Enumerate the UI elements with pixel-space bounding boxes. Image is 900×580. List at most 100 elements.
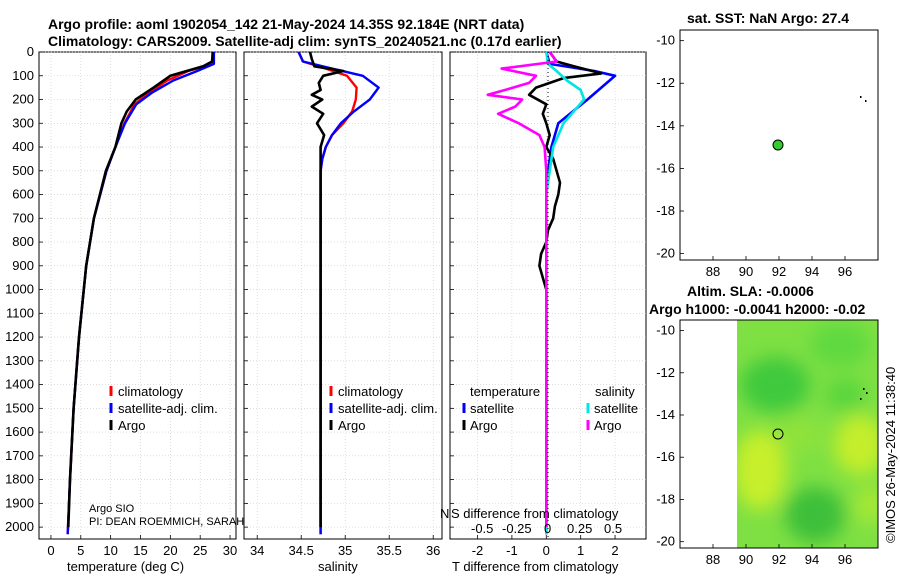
map-x-tick-label: 90	[739, 264, 753, 279]
temperature-xlabel: temperature (deg C)	[67, 559, 184, 574]
x-tick-label: 2	[611, 543, 618, 558]
legend-satellite-adj: satellite-adj. clim.	[338, 401, 438, 416]
map-x-tick-label: 94	[805, 264, 819, 279]
map-x-tick-label: 96	[838, 552, 852, 567]
imos-watermark: ©IMOS 26-May-2024 11:38:40	[883, 367, 898, 543]
map-y-tick-label: -18	[656, 491, 675, 506]
map-y-tick-label: -14	[656, 407, 675, 422]
x-tick-label: 5	[77, 543, 84, 558]
y-tick-label: 1900	[5, 495, 34, 510]
y-tick-label: 1400	[5, 377, 34, 392]
x-tick-label: 35	[338, 543, 352, 558]
land-dot	[860, 398, 862, 400]
salinity-axes	[243, 51, 443, 540]
legend-satellite-adj: satellite-adj. clim.	[118, 401, 218, 416]
legend-temperature-head: temperature	[470, 384, 540, 399]
sla-panel-title-1: Altim. SLA: -0.0006	[687, 283, 814, 299]
sla-float-marker	[772, 428, 784, 440]
x-tick-label: 0	[543, 543, 550, 558]
y-tick-label: 1300	[5, 353, 34, 368]
argo-label: Argo SIO	[89, 503, 135, 515]
s-diff-tick: -0.5	[471, 521, 493, 536]
series-line-argo	[67, 51, 214, 528]
y-tick-label: 800	[12, 234, 34, 249]
map-y-tick-label: -18	[656, 203, 675, 218]
temperature-axes	[38, 51, 237, 540]
sla-blob	[778, 417, 822, 453]
x-tick-label: -2	[472, 543, 484, 558]
y-tick-label: 700	[12, 210, 34, 225]
profile-lines	[66, 51, 617, 535]
diff-title-prefix: N	[440, 506, 449, 521]
sla-blob	[825, 379, 865, 411]
y-tick-label: 200	[12, 92, 34, 107]
tick-labels: 0100200300400500600700800900100011001200…	[5, 44, 619, 558]
map-y-tick-label: -12	[656, 75, 675, 90]
y-tick-label: 400	[12, 139, 34, 154]
sla-heatmap	[737, 320, 878, 548]
map-x-tick-label: 92	[772, 552, 786, 567]
x-tick-label: 30	[223, 543, 237, 558]
legend-sal-argo: Argo	[594, 418, 621, 433]
sla-blob	[740, 357, 810, 413]
sla-blob	[737, 430, 786, 510]
map-y-tick-label: -16	[656, 160, 675, 175]
title-line-1: Argo profile: aoml 1902054_142 21-May-20…	[48, 16, 524, 32]
y-tick-label: 900	[12, 258, 34, 273]
s-diff-tick: 0	[544, 521, 551, 536]
x-tick-label: 1	[577, 543, 584, 558]
y-tick-label: 600	[12, 187, 34, 202]
map-x-tick-label: 90	[739, 552, 753, 567]
x-tick-label: 25	[193, 543, 207, 558]
s-diff-tick: -0.25	[502, 521, 532, 536]
legend-salinity-head: salinity	[595, 384, 635, 399]
y-tick-label: 500	[12, 163, 34, 178]
map-y-tick-label: -14	[656, 118, 675, 133]
x-tick-label: 10	[103, 543, 117, 558]
s-diff-tick: 0.25	[567, 521, 592, 536]
sla-blob	[785, 487, 845, 543]
sst-panel-title: sat. SST: NaN Argo: 27.4	[687, 10, 849, 26]
map-x-tick-label: 88	[706, 552, 720, 567]
pi-label: PI: DEAN ROEMMICH, SARAH	[89, 516, 244, 528]
y-tick-label: 1000	[5, 282, 34, 297]
y-tick-label: 100	[12, 68, 34, 83]
sla-tick-labels: 88 90 92 94 96 -10 -12 -14 -16 -18 -20	[656, 323, 852, 567]
land-dot	[860, 96, 862, 98]
land-dot	[866, 392, 868, 394]
sst-float-marker	[772, 139, 784, 151]
map-y-tick-label: -10	[656, 33, 675, 48]
legend-temp-argo: Argo	[470, 418, 497, 433]
x-tick-label: 36	[426, 543, 440, 558]
y-tick-label: 1700	[5, 448, 34, 463]
x-tick-label: 34	[250, 543, 264, 558]
legend-temp-satellite: satellite	[470, 401, 514, 416]
map-x-tick-label: 92	[772, 264, 786, 279]
y-tick-label: 1100	[6, 305, 34, 320]
x-tick-label: 34.5	[289, 543, 314, 558]
difference-xlabel: T difference from climatology	[452, 559, 619, 574]
s-diff-tick: 0.5	[604, 521, 622, 536]
difference-legend: temperature satellite Argo salinity sate…	[462, 384, 638, 433]
sla-blob	[834, 415, 878, 475]
title-line-2: Climatology: CARS2009. Satellite-adj cli…	[48, 33, 562, 49]
legend-argo: Argo	[118, 418, 145, 433]
y-tick-label: 2000	[5, 519, 34, 534]
y-tick-label: 1600	[5, 424, 34, 439]
series-line-temperature-argo	[527, 51, 603, 528]
x-tick-label: -1	[506, 543, 518, 558]
legend-argo: Argo	[338, 418, 365, 433]
land-dot	[863, 388, 865, 390]
y-tick-label: 300	[12, 115, 34, 130]
series-line-salinity-argo	[486, 51, 558, 528]
map-x-tick-label: 96	[838, 264, 852, 279]
sla-blob	[855, 485, 878, 525]
map-x-tick-label: 94	[805, 552, 819, 567]
map-x-tick-label: 88	[706, 264, 720, 279]
salinity-xlabel: salinity	[318, 559, 358, 574]
sla-blob	[810, 323, 870, 367]
legend-climatology: climatology	[118, 384, 184, 399]
y-tick-label: 1500	[5, 400, 34, 415]
salinity-legend: climatology satellite-adj. clim. Argo	[329, 384, 438, 433]
